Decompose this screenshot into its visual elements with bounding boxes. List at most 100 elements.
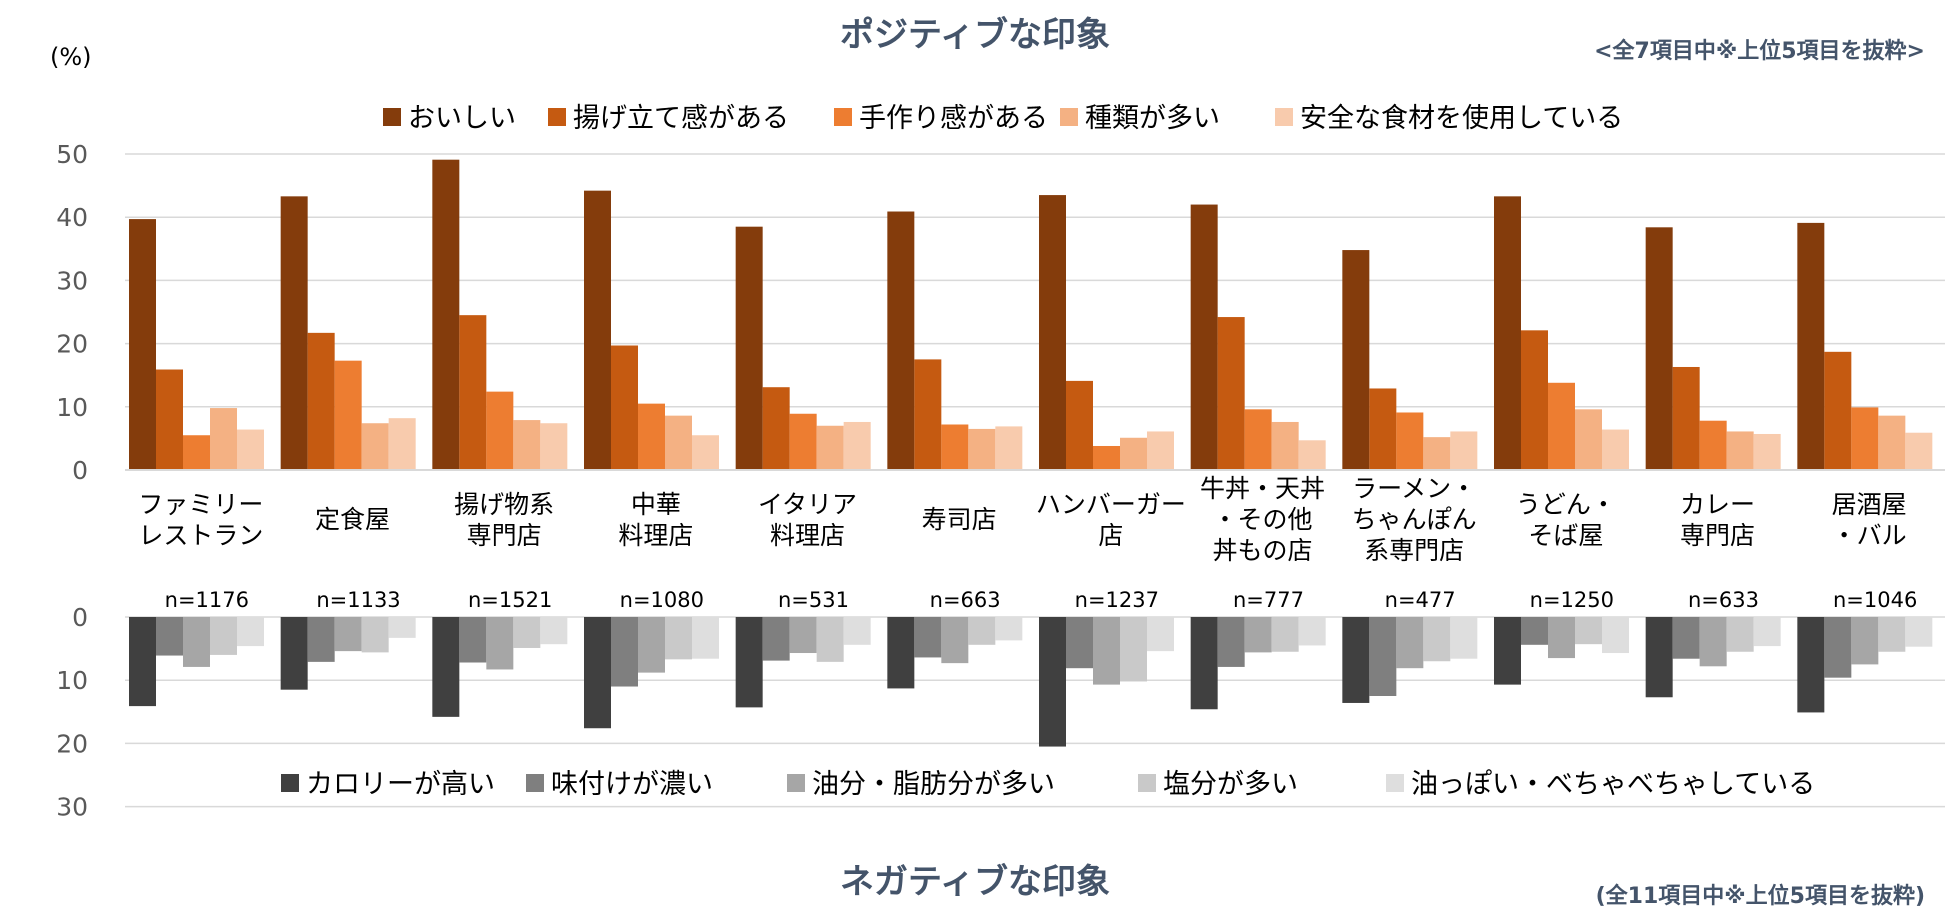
- pos-bar-5: [540, 423, 568, 470]
- neg-bar-2: [1521, 617, 1548, 645]
- neg-bar-3: [183, 617, 210, 667]
- pos-bar-4: [968, 428, 996, 470]
- category-label: ちゃんぽん: [1352, 505, 1477, 534]
- sample-size-label: n=1237: [1075, 588, 1159, 612]
- pos-y-tick-label: 40: [56, 203, 88, 232]
- legend-label: おいしい: [408, 103, 516, 134]
- category-label: 専門店: [1680, 521, 1755, 550]
- neg-bar-4: [816, 617, 844, 662]
- neg-bar-1: [1645, 617, 1673, 698]
- neg-bar-1: [129, 617, 156, 707]
- neg-bar-5: [692, 617, 719, 659]
- sample-size-label: n=477: [1385, 588, 1456, 612]
- sample-size-label: n=1250: [1530, 588, 1614, 612]
- pos-bar-4: [1575, 409, 1602, 470]
- neg-bar-2: [611, 617, 638, 687]
- pos-bar-4: [513, 420, 541, 470]
- neg-bar-1: [1342, 617, 1370, 703]
- neg-bar-2: [307, 617, 335, 662]
- neg-y-tick-label: 10: [56, 666, 88, 695]
- sample-size-label: n=1176: [165, 588, 249, 612]
- neg-bar-1: [280, 617, 308, 690]
- pos-bar-2: [611, 345, 638, 470]
- neg-bar-2: [1824, 617, 1852, 678]
- pos-bar-2: [1672, 366, 1700, 470]
- legend-swatch: [834, 108, 852, 126]
- pos-bar-4: [361, 423, 389, 470]
- legend-swatch: [1138, 774, 1156, 792]
- neg-bar-5: [1450, 617, 1478, 659]
- neg-bar-5: [1298, 617, 1326, 646]
- pos-bar-4: [816, 425, 844, 470]
- pos-bar-1: [1797, 222, 1825, 470]
- pos-bar-3: [486, 391, 514, 470]
- legend-label: 種類が多い: [1085, 103, 1220, 134]
- pos-y-tick-label: 50: [56, 140, 88, 169]
- pos-bar-5: [843, 421, 871, 470]
- legend-label: 安全な食材を使用している: [1300, 103, 1623, 134]
- sample-size-label: n=1046: [1833, 588, 1917, 612]
- neg-bar-1: [1797, 617, 1825, 713]
- legend-swatch: [1386, 774, 1404, 792]
- legend-label: 油分・脂肪分が多い: [812, 769, 1055, 800]
- pos-bar-3: [638, 403, 665, 470]
- negative-note: (全11項目中※上位5項目を抜粋): [1596, 883, 1925, 909]
- positive-note: <全7項目中※上位5項目を抜粋>: [1594, 38, 1925, 64]
- category-label: ハンバーガー: [1036, 490, 1186, 519]
- sample-size-label: n=531: [778, 588, 849, 612]
- pos-bar-2: [307, 332, 335, 470]
- pos-y-tick-label: 10: [56, 393, 88, 422]
- pos-bar-4: [1726, 431, 1754, 470]
- neg-bar-1: [584, 617, 611, 729]
- legend-label: 油っぽい・べちゃべちゃしている: [1411, 769, 1815, 800]
- pos-bar-2: [1824, 351, 1852, 470]
- neg-bar-2: [156, 617, 183, 656]
- category-label: 居酒屋: [1832, 490, 1907, 519]
- neg-bar-3: [486, 617, 514, 670]
- pos-bar-2: [1521, 330, 1548, 470]
- sample-size-label: n=1133: [316, 588, 400, 612]
- neg-bar-2: [459, 617, 487, 663]
- legend-swatch: [526, 774, 544, 792]
- neg-bar-1: [735, 617, 763, 708]
- pos-bar-5: [995, 426, 1023, 470]
- pos-bar-2: [1066, 380, 1093, 470]
- category-label: 店: [1098, 521, 1123, 550]
- neg-bar-5: [843, 617, 871, 645]
- neg-bar-3: [941, 617, 969, 664]
- neg-bar-4: [513, 617, 541, 648]
- neg-bar-3: [1851, 617, 1879, 665]
- category-label: 丼もの店: [1212, 536, 1312, 565]
- neg-bar-5: [1905, 617, 1933, 647]
- pos-bar-3: [1548, 382, 1575, 470]
- neg-bar-4: [1878, 617, 1906, 652]
- pos-bar-1: [1190, 204, 1218, 470]
- legend-label: 味付けが濃い: [551, 769, 713, 800]
- sample-size-label: n=1521: [468, 588, 552, 612]
- neg-bar-3: [334, 617, 362, 652]
- sample-size-label: n=1080: [620, 588, 704, 612]
- legend-label: 揚げ立て感がある: [573, 103, 789, 134]
- category-label: ・その他: [1212, 505, 1312, 534]
- category-label: カレー: [1680, 490, 1755, 519]
- pos-bar-4: [210, 408, 237, 470]
- neg-bar-1: [1494, 617, 1521, 685]
- pos-bar-4: [665, 415, 692, 470]
- neg-bar-3: [1396, 617, 1424, 669]
- neg-bar-5: [1602, 617, 1629, 654]
- neg-bar-3: [1548, 617, 1575, 659]
- pos-bar-1: [1645, 227, 1673, 470]
- neg-bar-2: [762, 617, 790, 661]
- neg-bar-2: [914, 617, 942, 658]
- neg-bar-1: [887, 617, 915, 689]
- pos-bar-1: [584, 190, 611, 470]
- neg-bar-1: [1039, 617, 1066, 747]
- category-label: 寿司店: [922, 505, 997, 534]
- pos-bar-5: [1298, 440, 1326, 470]
- y-axis-unit-label: (%): [50, 43, 92, 71]
- neg-bar-5: [1147, 617, 1174, 652]
- legend-swatch: [1275, 108, 1293, 126]
- legend-label: 塩分が多い: [1163, 769, 1298, 800]
- category-label: イタリア: [758, 490, 857, 519]
- pos-bar-5: [237, 429, 264, 470]
